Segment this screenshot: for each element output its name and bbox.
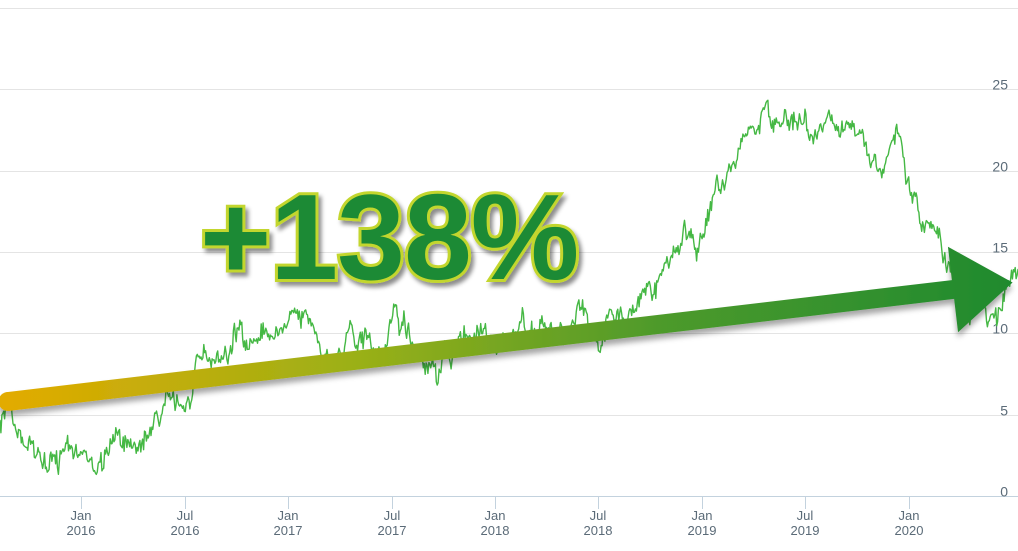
svg-text:+138%: +138% (200, 169, 578, 305)
